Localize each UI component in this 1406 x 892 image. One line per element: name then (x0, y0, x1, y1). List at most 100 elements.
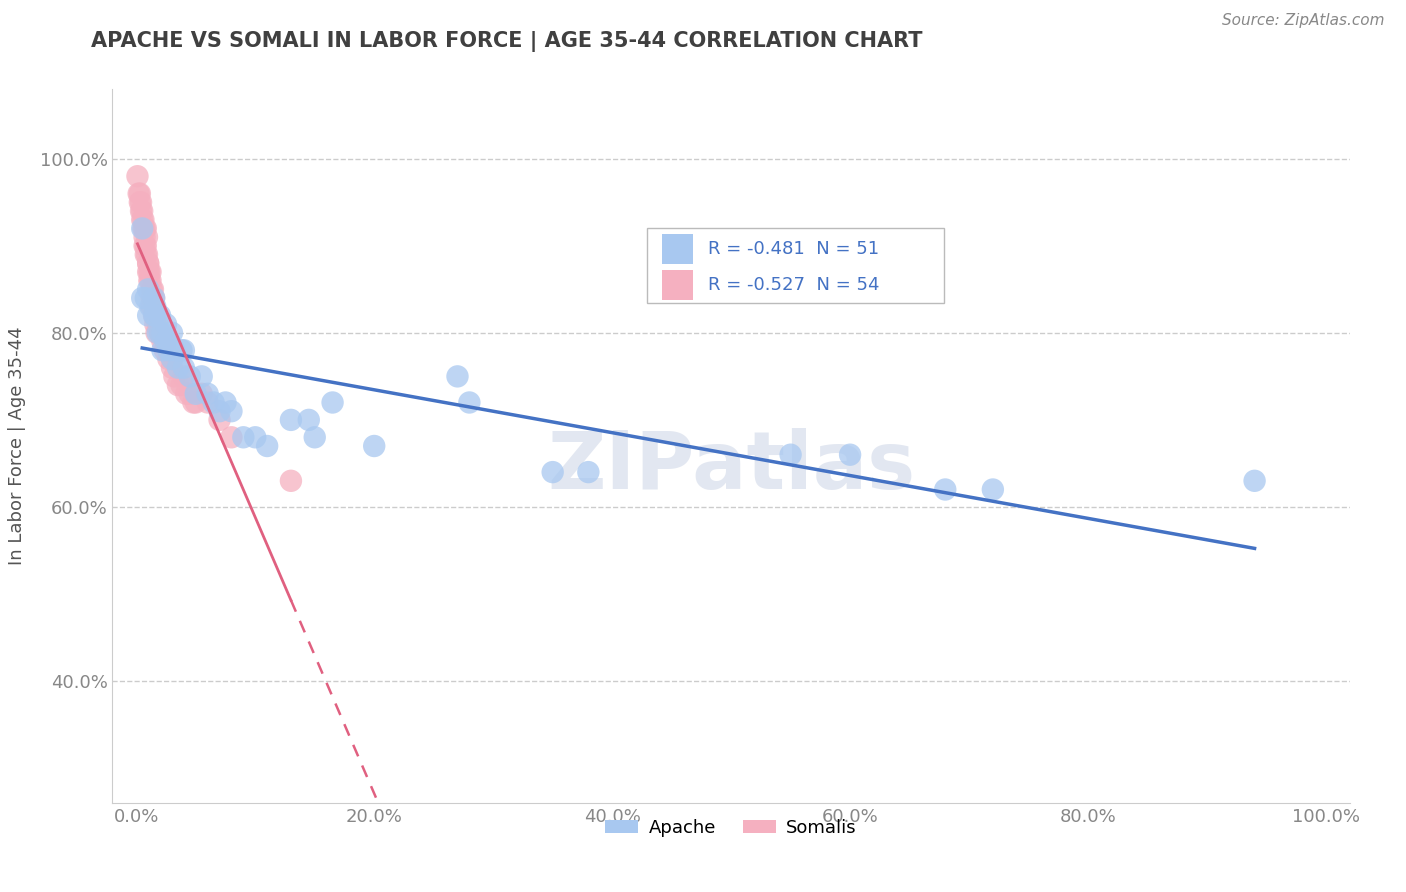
Point (163, 369, 186, 384)
FancyBboxPatch shape (662, 235, 693, 264)
Point (981, 483, 1004, 497)
Y-axis label: In Labor Force | Age 35-44: In Labor Force | Age 35-44 (7, 326, 25, 566)
Point (131, 221, 153, 235)
Point (136, 309, 159, 323)
Point (141, 282, 163, 296)
Point (149, 326, 172, 340)
Point (160, 360, 183, 375)
Point (446, 369, 468, 384)
Point (139, 300, 162, 314)
Point (173, 343, 195, 358)
Point (143, 317, 166, 331)
FancyBboxPatch shape (647, 228, 943, 303)
Text: Source: ZipAtlas.com: Source: ZipAtlas.com (1222, 13, 1385, 29)
Point (221, 430, 243, 444)
Point (129, 195, 152, 210)
Point (157, 351, 180, 366)
Point (160, 351, 183, 366)
Point (135, 291, 157, 305)
Point (167, 378, 190, 392)
Point (298, 413, 321, 427)
Point (839, 448, 862, 462)
Point (155, 334, 177, 349)
Point (136, 256, 159, 270)
Point (143, 291, 166, 305)
Point (541, 465, 564, 479)
Legend: Apache, Somalis: Apache, Somalis (598, 812, 865, 844)
Point (131, 291, 153, 305)
Point (141, 300, 163, 314)
Point (157, 343, 180, 358)
Point (363, 439, 385, 453)
Point (145, 326, 167, 340)
Point (159, 334, 181, 349)
Point (128, 195, 150, 210)
Point (184, 395, 207, 409)
Point (256, 439, 278, 453)
Point (163, 343, 186, 358)
Point (173, 360, 195, 375)
Point (232, 430, 254, 444)
Point (141, 291, 163, 305)
Point (152, 343, 174, 358)
Point (139, 274, 162, 288)
Point (322, 395, 344, 409)
Point (143, 300, 166, 314)
Point (173, 369, 195, 384)
Point (160, 326, 183, 340)
Text: ZIPatlas: ZIPatlas (547, 428, 915, 507)
Point (152, 334, 174, 349)
Point (143, 309, 166, 323)
Point (129, 204, 152, 219)
Point (208, 404, 231, 418)
Point (280, 413, 302, 427)
FancyBboxPatch shape (662, 269, 693, 300)
Point (142, 282, 165, 296)
Point (138, 274, 160, 288)
Point (135, 239, 157, 253)
Point (214, 395, 236, 409)
Point (197, 395, 219, 409)
Point (153, 343, 176, 358)
Point (174, 386, 197, 401)
Point (146, 326, 169, 340)
Point (934, 483, 956, 497)
Point (245, 430, 267, 444)
Point (197, 386, 219, 401)
Point (138, 265, 160, 279)
Point (136, 256, 159, 270)
Point (143, 291, 166, 305)
Point (134, 230, 156, 244)
Point (134, 239, 156, 253)
Point (149, 326, 172, 340)
Point (179, 369, 201, 384)
Point (190, 369, 212, 384)
Point (202, 395, 225, 409)
Point (458, 395, 481, 409)
Point (139, 265, 162, 279)
Point (155, 317, 177, 331)
Point (155, 334, 177, 349)
Point (280, 474, 302, 488)
Point (208, 413, 231, 427)
Text: APACHE VS SOMALI IN LABOR FORCE | AGE 35-44 CORRELATION CHART: APACHE VS SOMALI IN LABOR FORCE | AGE 35… (91, 31, 922, 53)
Point (170, 378, 193, 392)
Point (1243, 474, 1265, 488)
Point (779, 448, 801, 462)
Point (136, 230, 159, 244)
Point (136, 265, 159, 279)
Text: R = -0.527  N = 54: R = -0.527 N = 54 (707, 276, 879, 293)
Point (136, 282, 159, 296)
Point (135, 247, 157, 261)
Point (149, 309, 172, 323)
Point (128, 186, 150, 201)
Point (190, 386, 212, 401)
Point (135, 221, 157, 235)
Point (184, 386, 207, 401)
Point (170, 343, 193, 358)
Point (576, 465, 599, 479)
Point (132, 221, 155, 235)
Point (131, 212, 153, 227)
Point (134, 221, 156, 235)
Point (221, 404, 243, 418)
